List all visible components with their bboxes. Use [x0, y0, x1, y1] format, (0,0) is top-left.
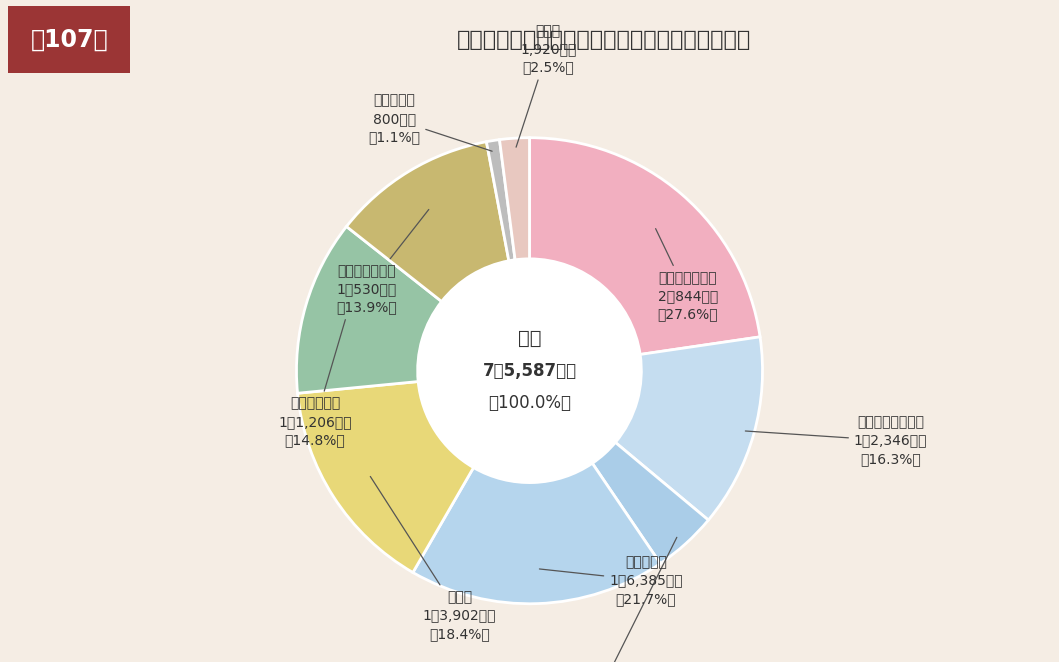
Wedge shape: [297, 226, 442, 393]
Text: 他会計繰入金
1兆1,206億円
（14.8%）: 他会計繰入金 1兆1,206億円 （14.8%）: [279, 320, 352, 448]
Text: 介護給付費負担金
1兆2,346億円
（16.3%）: 介護給付費負担金 1兆2,346億円 （16.3%）: [746, 415, 928, 466]
Wedge shape: [298, 381, 473, 573]
Text: 7兆5,587億円: 7兆5,587億円: [483, 361, 576, 380]
Circle shape: [417, 259, 642, 483]
Text: 基金繰入金
800億円
（1.1%）: 基金繰入金 800億円 （1.1%）: [369, 93, 492, 151]
Text: 支払基金交付金
2兆844億円
（27.6%）: 支払基金交付金 2兆844億円 （27.6%）: [656, 228, 718, 322]
Text: 国庫支出金
1兆6,385億円
（21.7%）: 国庫支出金 1兆6,385億円 （21.7%）: [539, 555, 683, 606]
Text: その他
1,920億円
（2.5%）: その他 1,920億円 （2.5%）: [516, 24, 576, 147]
Text: 保険料
1兆3,902億円
（18.4%）: 保険料 1兆3,902億円 （18.4%）: [371, 477, 497, 641]
Text: （100.0%）: （100.0%）: [488, 395, 571, 412]
Wedge shape: [592, 442, 708, 563]
Text: 都道府県支出金
1兆530億円
（13.9%）: 都道府県支出金 1兆530億円 （13.9%）: [336, 209, 429, 314]
Wedge shape: [615, 337, 762, 520]
Wedge shape: [413, 463, 661, 604]
Text: 第107図: 第107図: [31, 28, 108, 52]
Wedge shape: [530, 138, 760, 354]
Wedge shape: [486, 140, 515, 261]
Text: 介護保険事業の歳入決算の状況（保険事業勘定）: 介護保険事業の歳入決算の状況（保険事業勘定）: [456, 30, 751, 50]
Text: 歳入: 歳入: [518, 328, 541, 348]
FancyBboxPatch shape: [8, 7, 130, 73]
Wedge shape: [346, 142, 508, 301]
Wedge shape: [500, 138, 530, 260]
Text: 調整交付金等
4,039億円
（5.4%）: 調整交付金等 4,039億円 （5.4%）: [559, 538, 677, 662]
